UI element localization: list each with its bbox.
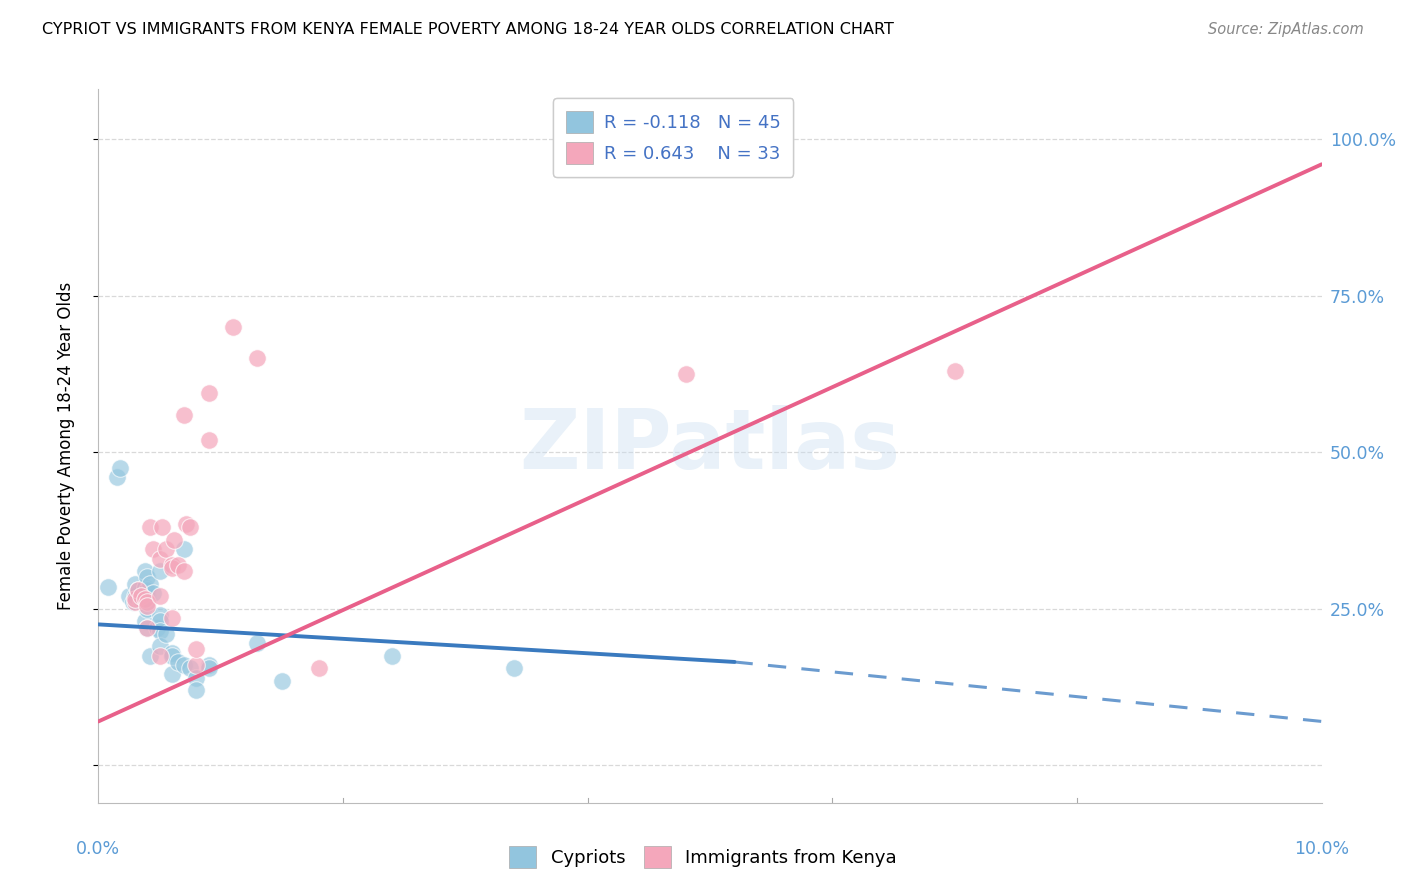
Point xyxy=(139,648,162,663)
Point xyxy=(150,520,173,534)
Text: 10.0%: 10.0% xyxy=(1294,840,1350,858)
Point xyxy=(149,589,172,603)
Point xyxy=(136,570,159,584)
Point xyxy=(675,367,697,381)
Point xyxy=(127,582,149,597)
Point xyxy=(136,601,159,615)
Point xyxy=(160,558,183,572)
Point xyxy=(124,595,146,609)
Point xyxy=(160,561,183,575)
Point xyxy=(176,517,198,532)
Point xyxy=(136,599,159,613)
Point xyxy=(197,433,219,447)
Point xyxy=(943,364,966,378)
Point xyxy=(129,592,152,607)
Point xyxy=(149,551,172,566)
Point xyxy=(136,592,159,607)
Point xyxy=(197,658,219,673)
Point xyxy=(149,564,172,578)
Point xyxy=(173,408,195,422)
Point xyxy=(118,589,141,603)
Point xyxy=(179,661,201,675)
Point xyxy=(97,580,120,594)
Point xyxy=(173,564,195,578)
Legend: R = -0.118   N = 45, R = 0.643    N = 33: R = -0.118 N = 45, R = 0.643 N = 33 xyxy=(554,98,793,177)
Point xyxy=(163,533,186,547)
Point xyxy=(139,520,162,534)
Point xyxy=(136,595,159,609)
Point xyxy=(246,636,269,650)
Point xyxy=(129,589,152,603)
Point xyxy=(121,595,143,609)
Point xyxy=(134,614,156,628)
Point xyxy=(222,320,245,334)
Point xyxy=(149,614,172,628)
Point xyxy=(155,627,177,641)
Point xyxy=(270,673,292,688)
Point xyxy=(134,592,156,607)
Point xyxy=(149,640,172,654)
Point xyxy=(136,621,159,635)
Point xyxy=(142,542,165,557)
Point xyxy=(167,655,190,669)
Point xyxy=(167,558,190,572)
Point xyxy=(186,683,208,698)
Point xyxy=(124,592,146,607)
Point xyxy=(105,470,128,484)
Point xyxy=(136,621,159,635)
Point xyxy=(149,648,172,663)
Point xyxy=(129,589,152,603)
Text: Source: ZipAtlas.com: Source: ZipAtlas.com xyxy=(1208,22,1364,37)
Point xyxy=(142,586,165,600)
Point xyxy=(136,582,159,597)
Point xyxy=(186,642,208,657)
Point xyxy=(149,607,172,622)
Point xyxy=(134,580,156,594)
Point xyxy=(110,461,132,475)
Legend: Cypriots, Immigrants from Kenya: Cypriots, Immigrants from Kenya xyxy=(499,835,907,879)
Point xyxy=(160,667,183,681)
Point xyxy=(381,648,404,663)
Point xyxy=(146,621,169,635)
Text: ZIPatlas: ZIPatlas xyxy=(520,406,900,486)
Y-axis label: Female Poverty Among 18-24 Year Olds: Female Poverty Among 18-24 Year Olds xyxy=(56,282,75,610)
Point xyxy=(173,658,195,673)
Point xyxy=(136,589,159,603)
Point xyxy=(134,564,156,578)
Point xyxy=(124,589,146,603)
Point xyxy=(124,576,146,591)
Point xyxy=(127,582,149,597)
Point xyxy=(129,595,152,609)
Text: 0.0%: 0.0% xyxy=(76,840,121,858)
Point xyxy=(503,661,526,675)
Text: CYPRIOT VS IMMIGRANTS FROM KENYA FEMALE POVERTY AMONG 18-24 YEAR OLDS CORRELATIO: CYPRIOT VS IMMIGRANTS FROM KENYA FEMALE … xyxy=(42,22,894,37)
Point xyxy=(173,542,195,557)
Point xyxy=(149,624,172,638)
Point xyxy=(160,611,183,625)
Point xyxy=(160,648,183,663)
Point xyxy=(197,661,219,675)
Point xyxy=(179,520,201,534)
Point xyxy=(186,671,208,685)
Point xyxy=(246,351,269,366)
Point xyxy=(160,646,183,660)
Point xyxy=(197,385,219,400)
Point xyxy=(155,542,177,557)
Point xyxy=(186,658,208,673)
Point xyxy=(139,576,162,591)
Point xyxy=(308,661,330,675)
